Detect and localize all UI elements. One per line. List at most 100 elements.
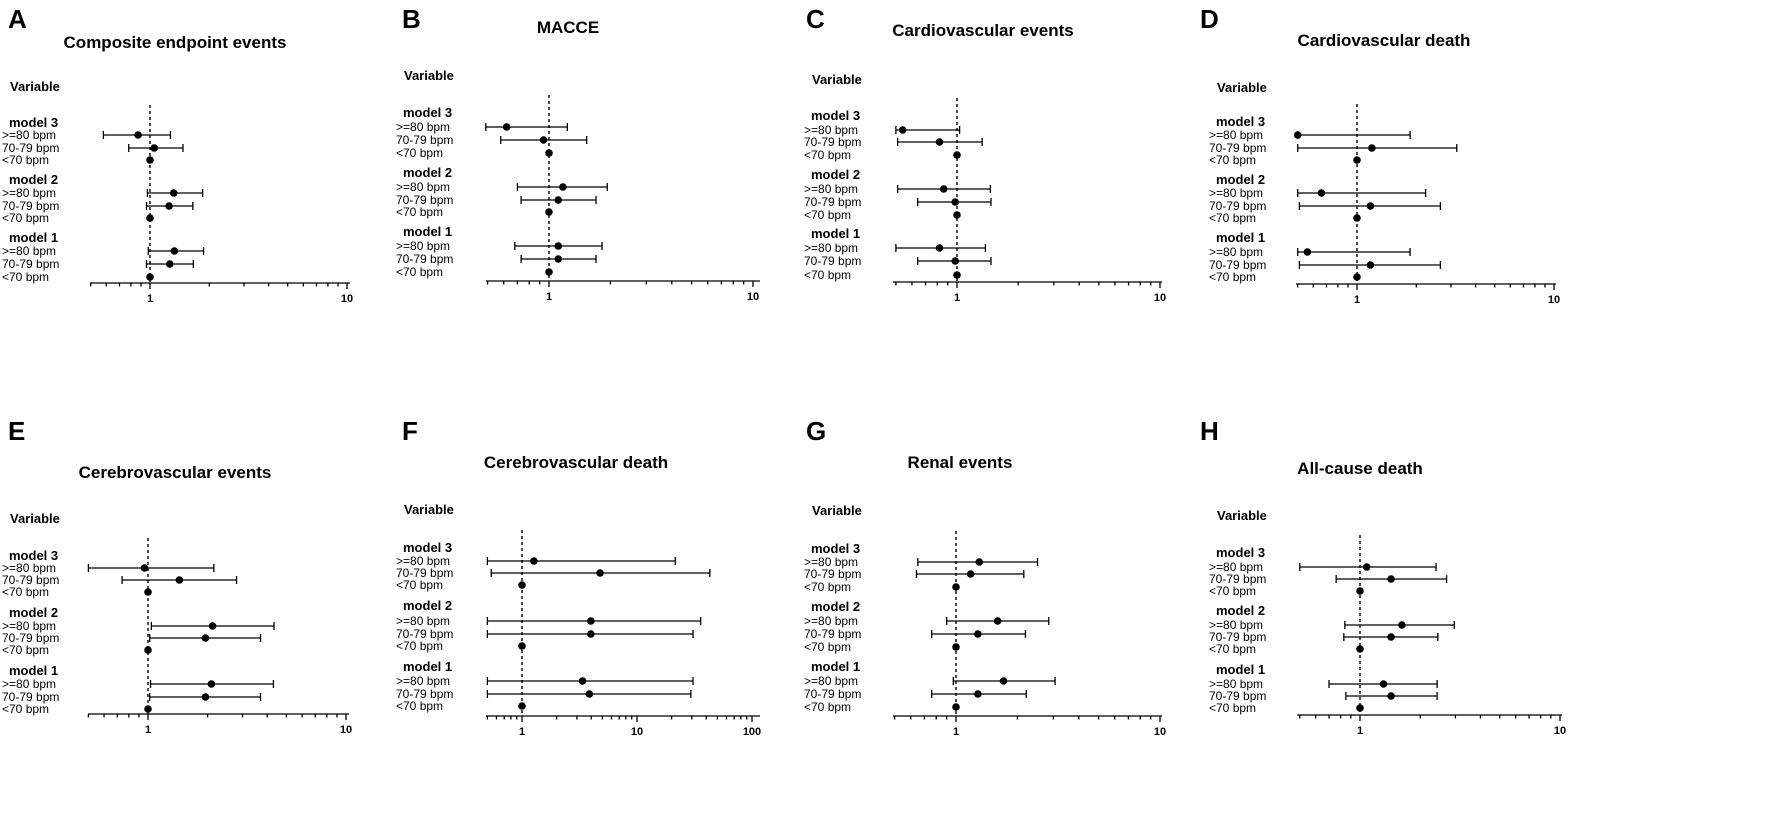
row-label: <70 bpm [804,268,851,282]
x-tick-label: 10 [1548,294,1560,306]
row-label: 70-79 bpm [396,193,453,207]
x-tick-label: 10 [341,293,353,305]
row-label: <70 bpm [804,208,851,222]
row-label: >=80 bpm [1209,618,1263,632]
hazard-ratio-point [935,138,944,146]
hazard-ratio-point [939,185,948,193]
row-label: 70-79 bpm [1209,141,1266,155]
model-label: model 3 [9,548,58,563]
row-label: >=80 bpm [2,244,56,258]
hazard-ratio-point [951,198,960,206]
row-label: >=80 bpm [396,180,450,194]
row-label: >=80 bpm [804,614,858,628]
hazard-ratio-point [545,208,553,216]
row-label: >=80 bpm [2,128,56,142]
row-label: 70-79 bpm [2,141,59,155]
x-tick-label: 100 [743,726,761,738]
model-label: model 3 [403,105,452,120]
hazard-ratio-point [974,690,982,698]
hazard-ratio-point [596,569,604,577]
hazard-ratio-point [539,136,548,144]
hazard-ratio-point [587,617,595,625]
hazard-ratio-point [144,705,152,713]
model-label: model 1 [403,224,452,239]
row-label: 70-79 bpm [804,567,861,581]
row-label: >=80 bpm [1209,245,1263,259]
x-tick-label: 1 [145,724,151,736]
row-label: 70-79 bpm [2,199,59,213]
hazard-ratio-point [1356,645,1364,653]
panel-title: Renal events [908,453,1013,472]
hazard-ratio-point [169,189,178,197]
x-tick-label: 1 [1354,294,1360,306]
model-label: model 2 [1216,603,1265,618]
hazard-ratio-point [1353,214,1361,222]
hazard-ratio-point [1303,248,1312,256]
hazard-ratio-point [1353,273,1361,281]
hazard-ratio-point [578,677,587,685]
hazard-ratio-point [134,131,142,139]
row-label: 70-79 bpm [1209,199,1266,213]
model-label: model 1 [9,230,58,245]
variable-header: Variable [1217,80,1267,95]
row-label: >=80 bpm [2,561,56,575]
variable-header: Variable [1217,508,1267,523]
forest-panel-a: A Composite endpoint events Variable model … [2,4,353,305]
hazard-ratio-point [1356,587,1364,595]
panel-letter: G [806,416,826,446]
hazard-ratio-point [951,257,960,265]
row-label: <70 bpm [396,205,443,219]
row-label: <70 bpm [1209,584,1256,598]
panel-letter: B [402,4,421,34]
panel-title: Composite endpoint events [64,33,287,52]
hazard-ratio-point [165,260,174,268]
model-label: model 3 [9,115,58,130]
row-label: 70-79 bpm [396,687,453,701]
row-label: <70 bpm [1209,153,1256,167]
hazard-ratio-point [165,202,173,210]
panel-letter: E [8,416,25,446]
model-label: model 2 [9,172,58,187]
row-label: <70 bpm [396,265,443,279]
model-label: model 2 [1216,172,1265,187]
hazard-ratio-point [993,617,1002,625]
row-label: <70 bpm [396,639,443,653]
hazard-ratio-point [1362,563,1371,571]
variable-header: Variable [404,502,454,517]
row-label: 70-79 bpm [804,135,861,149]
row-label: 70-79 bpm [804,195,861,209]
model-label: model 3 [811,108,860,123]
hazard-ratio-point [1387,575,1395,583]
x-tick-label: 10 [1154,292,1166,304]
row-label: >=80 bpm [396,614,450,628]
hazard-ratio-point [966,570,975,578]
panel-title: Cardiovascular events [892,21,1073,40]
x-tick-label: 1 [1357,725,1363,737]
row-label: 70-79 bpm [396,133,453,147]
panel-letter: H [1200,416,1219,446]
row-label: 70-79 bpm [2,631,59,645]
row-label: >=80 bpm [804,123,858,137]
row-label: >=80 bpm [1209,560,1263,574]
x-tick-label: 1 [953,726,959,738]
variable-header: Variable [10,511,60,526]
hazard-ratio-point [585,690,594,698]
row-label: <70 bpm [804,700,851,714]
hazard-ratio-point [952,643,960,651]
hazard-ratio-point [502,123,511,131]
model-label: model 3 [1216,114,1265,129]
hazard-ratio-point [1317,189,1326,197]
row-label: <70 bpm [804,148,851,162]
model-label: model 1 [1216,230,1265,245]
row-label: >=80 bpm [804,241,858,255]
panel-title: MACCE [537,18,599,37]
hazard-ratio-point [175,576,184,584]
hazard-ratio-point [1353,156,1361,164]
panel-title: Cardiovascular death [1298,31,1471,50]
hazard-ratio-point [150,144,158,152]
hazard-ratio-point [1387,633,1395,641]
model-label: model 2 [403,598,452,613]
